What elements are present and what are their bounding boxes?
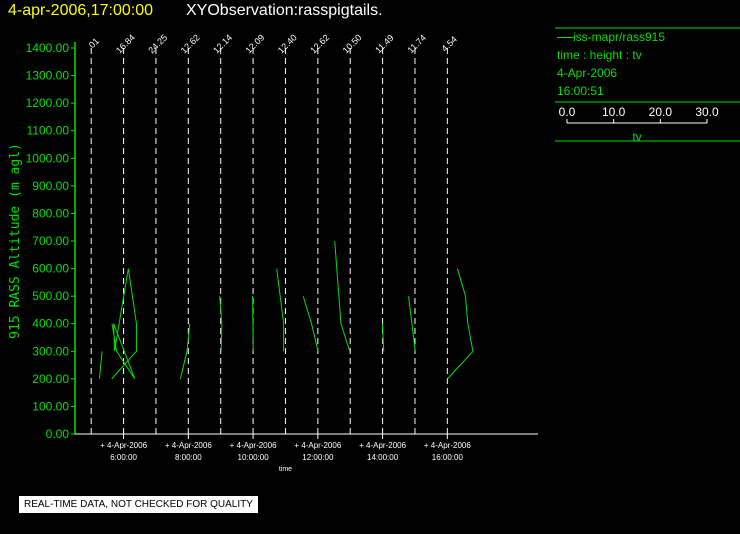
profile-line	[447, 268, 474, 380]
legend-time: 16:00:51	[557, 84, 604, 98]
legend-line-swatch	[557, 37, 573, 39]
profile-baseline-label: .01	[85, 36, 101, 52]
y-tick-label: 1100.00	[27, 124, 70, 138]
legend-date: 4-Apr-2006	[557, 66, 618, 80]
profile-baseline-label: 24.25	[146, 32, 169, 55]
x-tick-time-label: 6:00:00	[110, 453, 137, 462]
y-tick-label: 400.00	[32, 317, 69, 331]
profile-baseline-label: 12.14	[211, 32, 234, 55]
profile-baseline-label: 16.84	[114, 32, 137, 55]
y-tick-label: 1000.00	[26, 151, 70, 165]
profile-baseline-label: 10.50	[341, 32, 364, 55]
legend-scale-title: tv	[632, 130, 641, 144]
profile-line	[276, 268, 285, 352]
chart-title: XYObservation:rasspigtails.	[186, 2, 383, 19]
y-tick-label: 1200.00	[26, 96, 70, 110]
profile-baseline-label: 12.62	[308, 32, 331, 55]
legend-scale-tick-label: 10.0	[602, 105, 626, 119]
y-tick-label: 1400.00	[26, 41, 70, 55]
y-tick-label: 500.00	[32, 289, 69, 303]
y-tick-label: 700.00	[32, 234, 69, 248]
x-tick-time-label: 8:00:00	[175, 453, 202, 462]
legend-scale-tick-label: 20.0	[649, 105, 673, 119]
profile-line	[252, 296, 254, 352]
profile-line	[98, 351, 103, 379]
profile-baseline-label: 11.49	[373, 33, 396, 56]
legend-line-entry: iss-mapr/rass915	[557, 30, 665, 44]
profile-line	[381, 323, 385, 352]
legend-scale-tick-label: 30.0	[695, 105, 719, 119]
y-tick-label: 900.00	[32, 179, 69, 193]
quality-warning: REAL-TIME DATA, NOT CHECKED FOR QUALITY	[19, 496, 258, 513]
x-tick-date-label: + 4-Apr-2006	[230, 441, 277, 450]
legend-scale-tick-label: 0.0	[559, 105, 576, 119]
y-tick-label: 600.00	[32, 262, 69, 276]
y-tick-label: 0.00	[46, 427, 70, 441]
profile-baseline-label: 12.40	[276, 32, 299, 55]
profile-baseline-label: 12.62	[179, 32, 202, 55]
y-tick-label: 200.00	[32, 372, 69, 386]
x-tick-time-label: 16:00:00	[432, 453, 464, 462]
profile-line	[219, 296, 223, 352]
legend-variables: time : height : tv	[557, 48, 642, 62]
x-tick-date-label: + 4-Apr-2006	[424, 441, 471, 450]
x-tick-time-label: 10:00:00	[238, 453, 270, 462]
header-datetime: 4-apr-2006,17:00:00	[8, 2, 153, 19]
y-tick-label: 300.00	[32, 344, 69, 358]
y-axis-title: 915 RASS Altitude (m agl)	[8, 143, 23, 339]
x-tick-date-label: + 4-Apr-2006	[359, 441, 406, 450]
profile-line	[302, 295, 319, 352]
legend-line-label: iss-mapr/rass915	[573, 30, 666, 44]
y-tick-label: 1300.00	[26, 69, 70, 83]
profile-line	[111, 268, 137, 380]
x-axis-title: time	[279, 466, 292, 473]
x-tick-time-label: 14:00:00	[367, 453, 399, 462]
x-tick-time-label: 12:00:00	[302, 453, 334, 462]
profile-line	[408, 296, 416, 352]
profile-baseline-label: 4.54	[439, 34, 458, 53]
x-tick-date-label: + 4-Apr-2006	[165, 441, 212, 450]
x-tick-date-label: + 4-Apr-2006	[100, 441, 147, 450]
y-tick-label: 100.00	[32, 399, 69, 413]
profile-baseline-label: 11.74	[406, 33, 429, 56]
profile-baseline-label: 12.09	[243, 32, 266, 55]
x-tick-date-label: + 4-Apr-2006	[294, 441, 341, 450]
y-tick-label: 800.00	[32, 206, 69, 220]
profile-line	[334, 240, 351, 352]
profile-line	[179, 323, 191, 379]
